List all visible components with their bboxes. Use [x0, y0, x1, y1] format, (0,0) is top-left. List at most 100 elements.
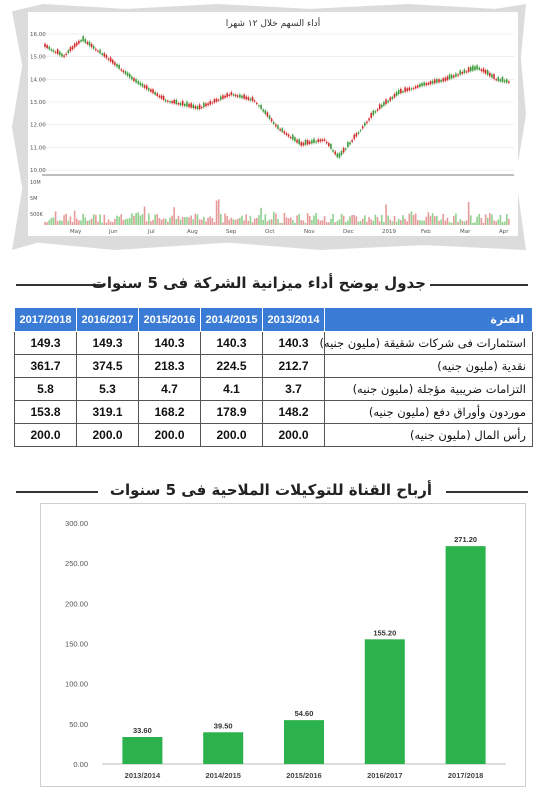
volume-bar [52, 217, 55, 225]
volume-bar [169, 217, 171, 225]
volume-bar [266, 221, 269, 225]
candle-body [338, 153, 341, 158]
candle-body [160, 95, 163, 99]
header-2014-2015: 2014/2015 [200, 307, 263, 332]
candle-body [480, 69, 483, 71]
candle-body [281, 128, 284, 132]
candle-body [80, 40, 82, 42]
volume-bar [414, 213, 417, 225]
table-cell: 200.0 [14, 423, 77, 447]
volume-bar [319, 220, 322, 225]
table-cell: 149.3 [14, 331, 77, 355]
volume-bar [175, 218, 178, 225]
candle-body [90, 43, 93, 48]
table-cell: 200.0 [262, 423, 325, 447]
volume-bar [476, 216, 478, 225]
volume-bar [217, 199, 220, 225]
candle-body [209, 101, 212, 105]
volume-bar [114, 218, 116, 225]
volume-bar [436, 215, 438, 225]
volume-bar [359, 220, 362, 225]
candle-body [65, 53, 67, 56]
table-cell: 4.7 [138, 377, 201, 401]
profits-heading-rule-right [446, 491, 528, 493]
candle-body [370, 113, 372, 118]
volume-bar [391, 221, 394, 225]
volume-bar [82, 213, 84, 225]
volume-bar [463, 221, 466, 225]
candle-body [124, 71, 127, 75]
candle-body [234, 94, 237, 97]
x-category-label: 2013/2014 [125, 771, 161, 780]
candle-body [361, 126, 364, 129]
volume-bar [446, 217, 449, 225]
candle-body [260, 104, 262, 110]
candle-body [95, 48, 97, 51]
candle-body [184, 103, 186, 107]
balance-table-title: جدول يوضح أداء ميزانية الشركة فى 5 سنوات [91, 274, 426, 292]
volume-bar [505, 214, 508, 225]
candle-body [486, 70, 489, 75]
candle-body [186, 101, 188, 107]
candle-body [145, 85, 148, 90]
profits-heading-rule-left [16, 491, 98, 493]
candle-body [431, 80, 434, 84]
volume-bar [423, 220, 425, 225]
candle-body [71, 46, 74, 50]
candle-body [207, 103, 209, 106]
candle-body [376, 109, 379, 111]
volume-bar [321, 220, 324, 225]
volume-bar [207, 217, 209, 225]
volume-bar [188, 217, 190, 225]
stock-y-tick: 11.00 [30, 145, 46, 151]
candle-body [292, 134, 294, 140]
candle-body [245, 96, 248, 100]
candle-body [402, 91, 404, 93]
candle-body [152, 89, 154, 94]
volume-bar [44, 221, 46, 225]
candle-body [198, 104, 201, 110]
candle-body [48, 46, 51, 50]
volume-bar [429, 215, 432, 225]
candle-body [391, 96, 394, 100]
candle-body [258, 105, 260, 107]
volume-bar [317, 219, 320, 225]
table-cell: 200.0 [200, 423, 263, 447]
volume-bar [253, 218, 256, 225]
volume-bar [501, 222, 504, 225]
volume-bar [323, 216, 326, 225]
candle-body [131, 76, 133, 80]
candle-body [287, 134, 290, 137]
volume-bar [205, 221, 207, 225]
volume-bar [397, 218, 400, 225]
candle-body [493, 74, 495, 79]
profits-chart-frame [40, 503, 526, 787]
volume-bar [419, 220, 421, 225]
month-label: Sep [226, 229, 237, 235]
volume-bar [95, 215, 97, 225]
candle-body [101, 53, 103, 55]
bar-2017/2018 [445, 546, 486, 764]
volume-bar [143, 206, 146, 225]
volume-bar [440, 219, 442, 225]
candle-body [364, 122, 366, 126]
volume-bar [417, 220, 419, 225]
volume-bar [63, 215, 65, 225]
volume-bar [372, 220, 375, 225]
volume-bar [109, 221, 112, 225]
volume-bar [336, 221, 339, 225]
volume-bar [61, 220, 63, 225]
candle-body [228, 94, 231, 97]
volume-bar [107, 219, 110, 225]
candle-body [298, 139, 300, 145]
volume-bar [486, 217, 489, 225]
candle-body [128, 73, 131, 78]
volume-bar [251, 222, 254, 225]
volume-bar [499, 214, 502, 225]
candle-body [427, 82, 430, 85]
volume-bar [347, 220, 349, 225]
candle-body [63, 55, 65, 58]
candle-body [489, 72, 491, 77]
volume-bar [478, 213, 481, 225]
profits-chart-title: أرباح القناة للتوكيلات الملاحية فى 5 سنو… [109, 481, 433, 499]
